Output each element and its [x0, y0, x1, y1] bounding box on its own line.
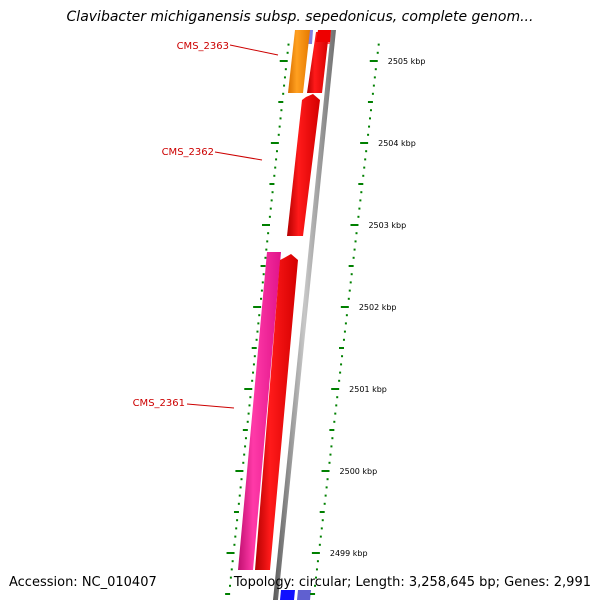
tick-marks-outer — [310, 43, 380, 595]
tick-label: 2503 kbp — [368, 221, 406, 230]
tick-label: 2502 kbp — [359, 303, 397, 312]
tick-label: 2501 kbp — [349, 385, 387, 394]
backbone — [273, 30, 336, 600]
gene-partial-bottom-1 — [280, 590, 295, 600]
tick-labels: 2505 kbp 2504 kbp 2503 kbp 2502 kbp 2501 kbp… — [330, 57, 426, 558]
gene-forward-long — [255, 254, 298, 570]
tick-label: 2505 kbp — [388, 57, 426, 66]
genome-summary: Topology: circular; Length: 3,258,645 bp… — [233, 575, 591, 590]
tick-label: 2499 kbp — [330, 549, 368, 558]
tick-label: 2504 kbp — [378, 139, 416, 148]
leader-line-cms-2362 — [214, 151, 263, 161]
gene-label-cms-2362[interactable]: CMS_2362 — [162, 147, 214, 158]
gene-partial-bottom-2 — [297, 590, 311, 600]
map-title: Clavibacter michiganensis subsp. sepedon… — [66, 9, 534, 25]
gene-forward-arrow-head — [316, 30, 331, 42]
gene-label-cms-2363[interactable]: CMS_2363 — [177, 41, 229, 52]
leader-line-cms-2361 — [186, 403, 235, 409]
gene-forward-arrow — [307, 32, 329, 93]
tick-marks-inner — [225, 43, 290, 595]
gene-cms-2363[interactable] — [288, 30, 331, 93]
accession-text: Accession: NC_010407 — [9, 575, 157, 590]
gene-cms-2361[interactable] — [238, 252, 281, 570]
gene-cms-2362[interactable] — [287, 94, 320, 236]
tick-label: 2500 kbp — [340, 467, 378, 476]
gene-label-cms-2361[interactable]: CMS_2361 — [133, 398, 185, 409]
leader-line-cms-2363 — [229, 44, 279, 56]
